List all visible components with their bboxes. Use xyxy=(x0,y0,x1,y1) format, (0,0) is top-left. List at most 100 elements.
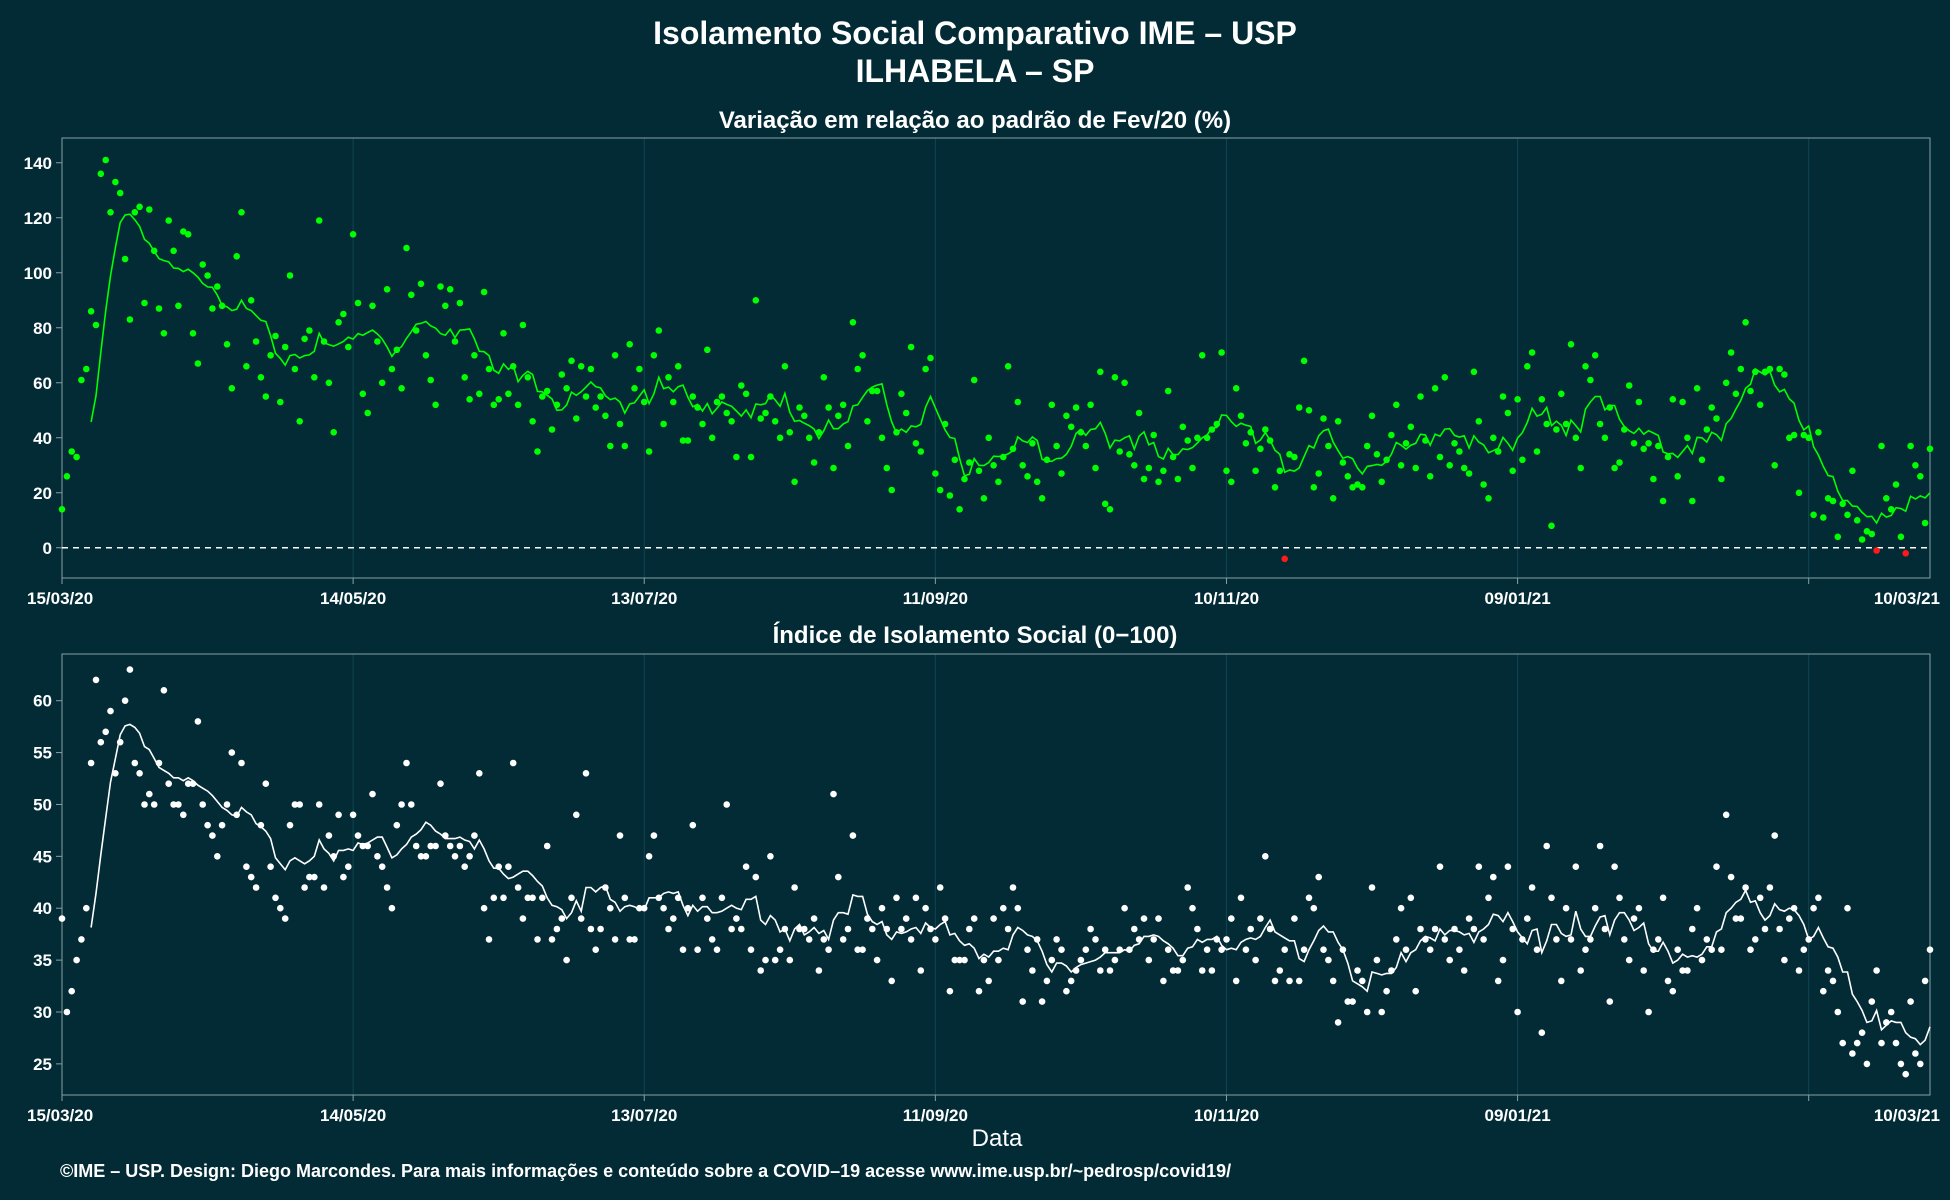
data-point xyxy=(1286,977,1293,985)
data-point xyxy=(1121,379,1128,387)
data-point xyxy=(1262,853,1269,860)
data-point xyxy=(1786,915,1793,922)
data-point xyxy=(1470,368,1478,376)
data-point xyxy=(403,244,410,252)
x-tick-label: 10/03/21 xyxy=(1874,1106,1940,1125)
data-point xyxy=(509,759,517,767)
data-point xyxy=(335,811,342,819)
data-point xyxy=(490,894,498,902)
data-point xyxy=(442,302,449,310)
data-point xyxy=(762,409,769,417)
data-point xyxy=(1208,967,1216,974)
data-point xyxy=(1019,998,1026,1005)
data-point xyxy=(1917,473,1924,480)
data-point xyxy=(1446,462,1453,469)
data-point xyxy=(345,343,352,351)
data-point xyxy=(1616,894,1623,902)
data-point xyxy=(393,821,401,829)
plot-frame xyxy=(61,137,1931,579)
data-point xyxy=(189,330,197,337)
data-point xyxy=(1567,341,1575,348)
data-point xyxy=(1004,363,1012,370)
data-point xyxy=(1257,915,1264,922)
data-point xyxy=(1907,998,1914,1005)
data-point xyxy=(1771,462,1778,469)
data-point xyxy=(907,343,915,351)
data-point xyxy=(175,801,182,808)
data-point xyxy=(1528,349,1536,356)
data-point xyxy=(607,904,614,912)
data-point xyxy=(58,915,66,922)
data-point xyxy=(888,486,895,494)
y-tick-label: 140 xyxy=(24,154,52,173)
data-point xyxy=(456,842,464,850)
data-point xyxy=(670,398,677,406)
data-point xyxy=(301,335,308,343)
data-point xyxy=(180,228,187,235)
data-point xyxy=(1436,453,1444,461)
data-point xyxy=(568,357,575,365)
data-point xyxy=(1810,904,1817,912)
data-point xyxy=(1393,936,1400,943)
data-point xyxy=(810,915,818,922)
data-point xyxy=(1237,894,1245,902)
data-point xyxy=(1320,946,1327,953)
data-point xyxy=(262,393,270,400)
data-point xyxy=(970,376,978,384)
x-tick-label: 13/07/20 xyxy=(611,1106,677,1125)
data-point xyxy=(660,420,667,428)
data-point xyxy=(694,946,701,953)
data-point xyxy=(801,412,808,420)
data-point xyxy=(1873,967,1880,974)
data-point xyxy=(1587,376,1594,384)
data-point xyxy=(1315,873,1322,881)
data-point xyxy=(1902,1070,1909,1078)
data-point xyxy=(1897,1060,1905,1068)
data-point xyxy=(1509,925,1516,933)
data-point xyxy=(68,448,75,455)
data-point xyxy=(204,821,211,829)
data-point xyxy=(689,821,697,829)
data-point xyxy=(1179,956,1187,964)
data-point xyxy=(1378,1008,1385,1016)
data-point xyxy=(1155,478,1162,486)
data-point xyxy=(243,363,250,370)
data-point xyxy=(883,464,891,472)
data-point xyxy=(1747,946,1754,953)
x-tick-label: 13/07/20 xyxy=(611,589,677,608)
data-point xyxy=(1485,495,1492,502)
data-point xyxy=(471,352,478,359)
data-point xyxy=(529,418,536,425)
data-point xyxy=(281,915,289,922)
data-point xyxy=(422,352,430,359)
data-point xyxy=(247,873,255,881)
data-point xyxy=(820,936,828,943)
data-point xyxy=(1849,467,1856,475)
data-point xyxy=(1892,481,1900,488)
data-point xyxy=(1393,401,1400,409)
data-point xyxy=(383,286,391,293)
data-point xyxy=(723,409,730,417)
data-point xyxy=(805,936,813,943)
data-point xyxy=(582,393,590,400)
data-point xyxy=(112,770,119,777)
data-point xyxy=(1815,429,1822,436)
data-point xyxy=(1747,387,1754,395)
data-point xyxy=(1281,555,1288,563)
data-point xyxy=(839,401,847,409)
data-point xyxy=(1727,873,1735,881)
data-point xyxy=(577,915,585,922)
y-tick-label: 120 xyxy=(24,209,52,228)
data-point xyxy=(902,915,910,922)
data-point xyxy=(485,936,493,943)
data-point xyxy=(1402,440,1410,447)
data-point xyxy=(1470,925,1478,933)
data-point xyxy=(209,305,216,312)
data-point xyxy=(825,404,832,411)
data-point xyxy=(500,894,507,902)
data-point xyxy=(131,759,139,767)
x-tick-label: 15/03/20 xyxy=(27,1106,93,1125)
data-point xyxy=(131,209,139,216)
data-point xyxy=(1101,946,1109,953)
data-point xyxy=(466,853,473,860)
